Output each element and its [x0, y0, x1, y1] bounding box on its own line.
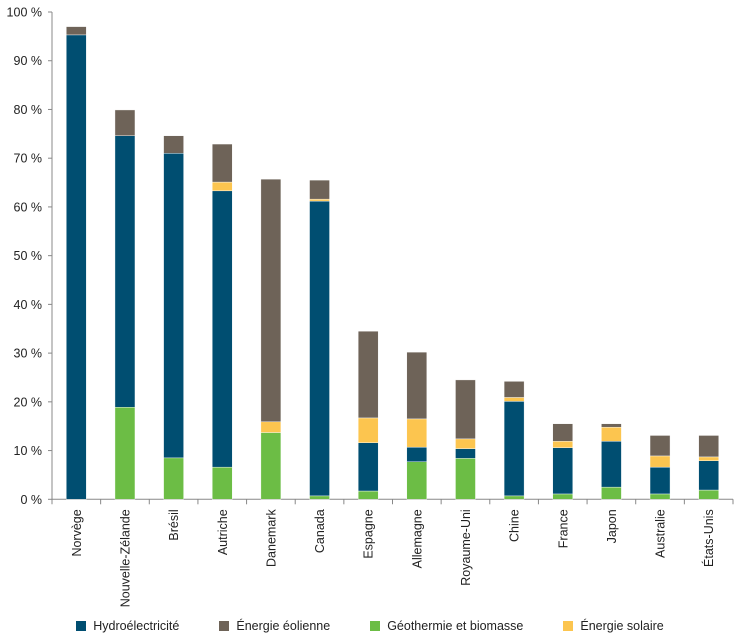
y-tick-label: 50 % [14, 249, 43, 263]
bar-segment [357, 490, 379, 500]
legend-label: Hydroélectricité [93, 619, 180, 633]
bar-segment [260, 421, 282, 433]
x-tick-label: Australie [654, 509, 668, 558]
y-tick-label: 90 % [14, 54, 43, 68]
x-tick-label: France [556, 509, 570, 548]
bar-segment [698, 435, 719, 458]
legend-swatch [370, 621, 381, 631]
bar-segment [503, 401, 525, 497]
legend-item: Énergie éolienne [219, 619, 330, 633]
y-tick-label: 10 % [14, 444, 43, 458]
bar-segment [66, 26, 87, 36]
y-tick-label: 20 % [14, 395, 43, 409]
legend-item: Hydroélectricité [76, 619, 179, 633]
bar-segment [455, 458, 476, 500]
bar-segment [552, 447, 573, 495]
bar-segment [698, 460, 719, 491]
bar-segment [357, 330, 379, 419]
legend-label: Énergie solaire [580, 619, 664, 633]
bar-segment [260, 432, 282, 500]
x-tick-label: Canada [313, 509, 327, 553]
x-tick-label: Allemagne [410, 509, 424, 568]
x-tick-label: États-Unis [701, 509, 716, 567]
legend-label: Énergie éolienne [236, 619, 331, 633]
bar-segment [649, 455, 671, 468]
y-tick-label: 70 % [14, 152, 43, 166]
bar-segment [503, 381, 525, 398]
bar-segment [552, 423, 573, 442]
bar-segment [406, 446, 428, 462]
bar-segment [212, 181, 233, 192]
legend-label: Géothermie et biomasse [387, 619, 524, 633]
x-tick-label: Chine [508, 509, 522, 542]
y-tick-label: 30 % [14, 347, 43, 361]
legend-item: Énergie solaire [563, 619, 664, 633]
y-tick-label: 80 % [14, 103, 43, 117]
bar-segment [698, 489, 719, 500]
y-tick-label: 0 % [20, 493, 42, 507]
bar-segment [503, 495, 525, 500]
bar-segment [601, 486, 622, 500]
bar-segment [455, 448, 476, 459]
x-tick-label: Nouvelle-Zélande [118, 509, 132, 607]
bar-segment [649, 493, 671, 500]
x-tick-label: Autriche [216, 509, 230, 555]
bar-segment [552, 441, 573, 448]
bar-segment [163, 153, 184, 459]
bar-segment [114, 407, 136, 500]
bar-segment [357, 417, 379, 443]
bar-segment [455, 438, 476, 449]
bar-segment [649, 466, 671, 495]
legend-swatch [76, 621, 87, 631]
x-tick-label: Danemark [264, 509, 278, 567]
bar-segment [698, 456, 719, 462]
x-tick-label: Royaume-Uni [459, 509, 473, 585]
y-tick-label: 40 % [14, 298, 43, 312]
y-tick-label: 100 % [7, 6, 42, 20]
x-tick-label: Espagne [362, 509, 376, 558]
x-tick-label: Norvège [70, 509, 84, 556]
bar-segment [114, 109, 136, 136]
legend: Hydroélectricité Énergie éolienne Géotherm… [0, 619, 740, 633]
bar-segment [114, 135, 136, 408]
bar-segment [406, 351, 428, 420]
bar-segment [503, 397, 525, 402]
bar-segment [406, 461, 428, 500]
bar-segment [212, 190, 233, 468]
bar-segment [552, 493, 573, 500]
bar-segment [455, 379, 476, 440]
bar-segment [163, 135, 184, 154]
bar-segment [601, 441, 622, 488]
legend-swatch [219, 621, 230, 631]
bar-segment [212, 466, 233, 500]
bar-segment [601, 426, 622, 442]
bar-segment [649, 435, 671, 457]
bar-segment [309, 495, 330, 500]
stacked-bar-chart: 0 % 10 % 20 % 30 % 40 % 50 % 60 % 70 % 80 % 90 % 1… [7, 6, 734, 607]
bar-segment [601, 423, 622, 428]
bar-segment [309, 179, 330, 200]
bar-segment [357, 442, 379, 492]
x-tick-label: Japon [605, 509, 619, 543]
legend-item: Géothermie et biomasse [370, 619, 523, 633]
bar-segment [260, 178, 282, 423]
bar-segment [309, 200, 330, 497]
bar-segment [406, 418, 428, 448]
bar-segment [212, 143, 233, 183]
bar-segment [66, 34, 87, 500]
bar-segment [163, 457, 184, 500]
x-tick-label: Brésil [167, 509, 181, 540]
legend-swatch [563, 621, 574, 631]
y-tick-label: 60 % [14, 200, 43, 214]
bar-segment [309, 198, 330, 202]
